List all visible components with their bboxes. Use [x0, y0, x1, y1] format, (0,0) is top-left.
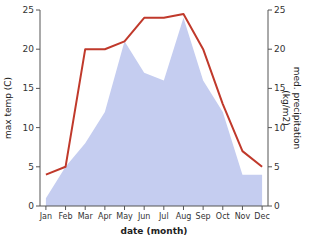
y-tick-label: 0	[28, 201, 34, 211]
y2-axis	[268, 10, 269, 206]
x-tick	[163, 206, 164, 210]
x-tick-label: Mar	[78, 212, 94, 221]
x-tick-label: Oct	[216, 212, 230, 221]
x-tick-label: Nov	[235, 212, 251, 221]
y-tick	[36, 206, 40, 207]
y-tick	[36, 127, 40, 128]
y2-tick-label: 25	[274, 5, 285, 15]
y2-tick	[268, 206, 272, 207]
x-tick-label: Apr	[98, 212, 113, 221]
y2-tick-label: 0	[274, 201, 280, 211]
y-axis	[40, 10, 41, 206]
x-tick	[45, 206, 46, 210]
y-tick	[36, 166, 40, 167]
y2-tick-label: 5	[274, 162, 280, 172]
precipitation-area	[46, 18, 262, 206]
y-tick-label: 10	[23, 123, 35, 133]
y2-tick-label: 20	[274, 44, 286, 54]
y2-axis-label-line: med. precipitation	[292, 67, 302, 149]
x-tick-label: May	[116, 212, 133, 221]
y2-tick	[268, 88, 272, 89]
y-tick-label: 15	[23, 83, 34, 93]
x-tick	[85, 206, 86, 210]
x-tick	[242, 206, 243, 210]
x-tick-label: Jun	[137, 212, 151, 221]
x-tick-label: Jul	[158, 212, 169, 221]
x-tick	[104, 206, 105, 210]
x-tick-label: Feb	[58, 212, 72, 221]
y-tick	[36, 49, 40, 50]
x-tick	[124, 206, 125, 210]
x-tick	[222, 206, 223, 210]
y-tick	[36, 10, 40, 11]
x-tick	[65, 206, 66, 210]
y2-axis-label-line: (kg/m2)	[281, 90, 291, 125]
x-tick-label: Aug	[176, 212, 192, 221]
x-axis-label: date (month)	[121, 226, 188, 236]
x-axis	[40, 206, 268, 207]
x-tick	[262, 206, 263, 210]
y2-tick	[268, 166, 272, 167]
y2-tick	[268, 10, 272, 11]
y-tick-label: 5	[28, 162, 34, 172]
temperature-line	[46, 14, 262, 175]
x-tick	[183, 206, 184, 210]
x-tick	[144, 206, 145, 210]
y-tick-label: 20	[23, 44, 35, 54]
y2-tick	[268, 127, 272, 128]
x-tick-label: Jan	[39, 212, 52, 221]
y2-axis-label: med. precipitation(kg/m2)	[281, 67, 302, 149]
x-tick	[203, 206, 204, 210]
y2-tick	[268, 49, 272, 50]
x-tick-label: Sep	[196, 212, 211, 221]
y-axis-label: max temp (C)	[3, 77, 13, 139]
chart: 05101520250510152025JanFebMarAprMayJunJu…	[0, 0, 318, 242]
y-tick-label: 25	[23, 5, 34, 15]
x-tick-label: Dec	[254, 212, 269, 221]
y-tick	[36, 88, 40, 89]
plot-area	[46, 14, 262, 206]
